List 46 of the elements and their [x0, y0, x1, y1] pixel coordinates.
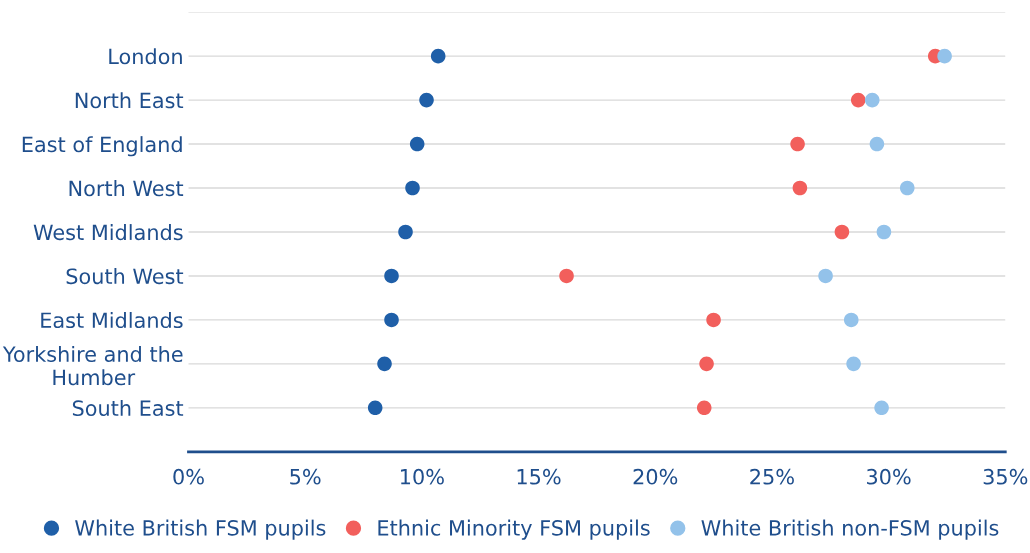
x-tick-label: 0% [173, 468, 204, 485]
point [419, 92, 434, 108]
point [706, 312, 721, 328]
point [818, 268, 833, 284]
y-tick-label: East of England [22, 136, 182, 157]
x-tick-label: 35% [983, 468, 1028, 485]
point [377, 356, 392, 372]
point [430, 48, 446, 64]
point [790, 136, 805, 152]
y-tick-label: West Midlands [33, 224, 183, 241]
x-tick-label: 15% [517, 468, 561, 485]
point [367, 400, 383, 416]
y-tick-label: Yorkshire and the Humber [2, 345, 183, 386]
x-tick-label: 10% [400, 468, 444, 485]
point [864, 92, 880, 108]
point [846, 356, 861, 372]
x-tick-label: 25% [750, 468, 794, 485]
x-tick-label: 20% [633, 468, 678, 485]
y-tick-label: East Midlands [41, 312, 183, 329]
point [696, 400, 712, 416]
point [699, 356, 714, 372]
point [384, 312, 399, 328]
point [937, 48, 952, 64]
point [876, 224, 892, 240]
point [850, 92, 866, 108]
legend-label: Ethnic Minority FSM pupils [378, 519, 650, 540]
legend-label: White British non-FSM pupils [701, 519, 999, 540]
y-tick-label: North West [69, 180, 184, 197]
point [384, 268, 399, 284]
point [792, 180, 808, 196]
y-tick-label: South West [66, 268, 184, 285]
point [874, 400, 889, 416]
y-tick-label: South East [72, 399, 184, 417]
point [409, 136, 425, 152]
y-tick-label: North East [75, 92, 184, 109]
point [869, 136, 885, 152]
point [405, 180, 420, 196]
legend-label: White British FSM pupils [75, 519, 326, 540]
point [899, 180, 915, 196]
point [559, 268, 574, 284]
point [398, 224, 413, 240]
x-tick-label: 5% [290, 468, 321, 485]
point [843, 312, 859, 328]
x-tick-label: 30% [867, 468, 911, 485]
y-tick-label: London [109, 48, 182, 65]
point [834, 224, 850, 240]
